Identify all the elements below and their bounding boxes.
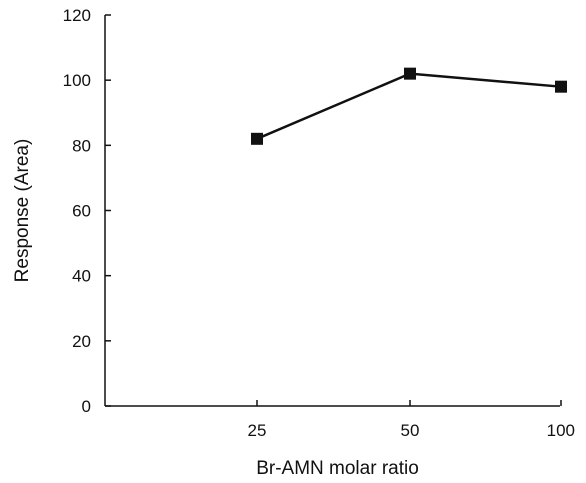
- series-lines: [256, 72, 562, 140]
- y-axis-title: Response (Area): [12, 139, 33, 283]
- y-ticks: 0 20 40 60 80 100 120: [63, 6, 111, 416]
- x-tick-label: 50: [401, 421, 420, 440]
- y-tick-label: 20: [72, 332, 91, 351]
- axes: [104, 15, 560, 407]
- data-point-50: [404, 67, 416, 80]
- data-point-25: [251, 132, 263, 145]
- x-tick-label: 25: [248, 421, 267, 440]
- y-tick-label: 120: [63, 6, 91, 25]
- y-tick-label: 80: [72, 136, 91, 155]
- series-line-0: [256, 72, 562, 140]
- y-tick-label: 60: [72, 202, 91, 221]
- x-axis-title: Br-AMN molar ratio: [256, 458, 419, 479]
- y-tick-label: 100: [63, 71, 91, 90]
- y-tick-label: 0: [82, 397, 91, 416]
- x-tick-label: 100: [547, 421, 575, 440]
- y-tick-label: 40: [72, 267, 91, 286]
- series-points: [251, 67, 567, 145]
- data-point-100: [555, 80, 567, 93]
- x-ticks: 25 50 100: [248, 400, 575, 440]
